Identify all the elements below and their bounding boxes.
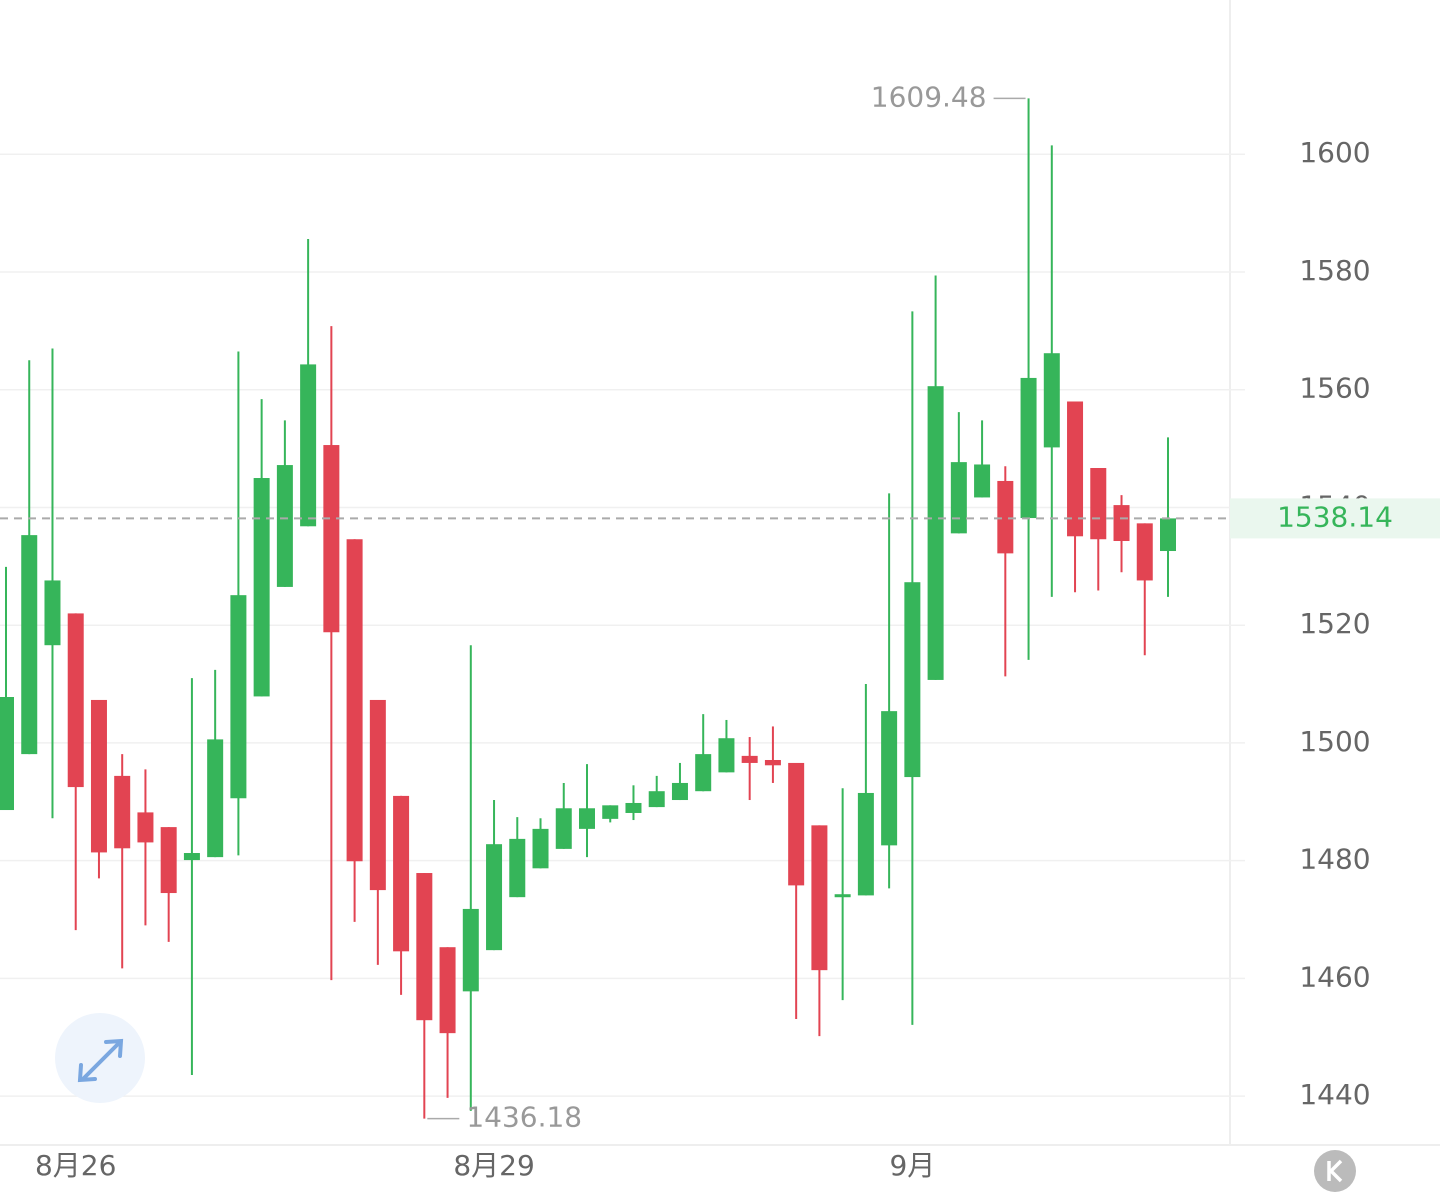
candle-body <box>44 580 61 646</box>
last-price-label: 1538.14 <box>1277 500 1393 533</box>
candle-body <box>114 775 131 849</box>
plot: 1440146014801500152015401560158016008月26… <box>0 80 1440 1182</box>
candle-body <box>997 480 1014 554</box>
y-tick-label: 1580 <box>1299 254 1370 287</box>
candle-body <box>1043 353 1060 448</box>
candle-body <box>276 465 293 587</box>
candle-body <box>555 808 572 849</box>
y-tick-label: 1600 <box>1299 136 1370 169</box>
candle-body <box>416 873 433 1021</box>
x-tick-label: 8月26 <box>35 1149 116 1182</box>
y-tick-label: 1520 <box>1299 607 1370 640</box>
max-label: 1609.48 <box>871 80 987 113</box>
candle-body <box>881 711 898 846</box>
candle-body <box>393 795 410 952</box>
min-label: 1436.18 <box>466 1101 582 1134</box>
candle-body <box>300 364 317 527</box>
candle-body <box>137 812 154 843</box>
candle-body <box>1090 468 1107 540</box>
candle-body <box>0 697 14 811</box>
candle-body <box>671 782 688 801</box>
candle-body <box>90 699 107 853</box>
y-tick-label: 1440 <box>1299 1078 1370 1111</box>
candle-body <box>718 738 735 773</box>
candle-body <box>811 825 828 971</box>
candle-body <box>904 582 921 778</box>
candle-body <box>439 947 456 1034</box>
candle-body <box>1113 505 1130 542</box>
candle-body <box>834 894 851 898</box>
candle-body <box>207 739 224 858</box>
candle-body <box>21 535 38 755</box>
candle-body <box>369 699 386 891</box>
x-tick-label: 8月29 <box>453 1149 534 1182</box>
k-button[interactable] <box>1314 1150 1356 1192</box>
candle-body <box>462 908 479 992</box>
y-tick-label: 1480 <box>1299 843 1370 876</box>
candle-body <box>625 802 642 813</box>
last-price-box <box>1230 498 1440 539</box>
candle-body <box>67 613 84 788</box>
candle-body <box>1136 523 1153 581</box>
candle-body <box>253 478 270 697</box>
candle-body <box>346 539 363 862</box>
candle-body <box>741 755 758 763</box>
candle-body <box>950 462 967 534</box>
y-tick-label: 1500 <box>1299 725 1370 758</box>
candle-body <box>230 595 247 799</box>
x-tick-label: 9月 <box>889 1149 935 1182</box>
candle-body <box>1020 377 1037 519</box>
candle-body <box>788 762 805 886</box>
candle-body <box>602 805 619 819</box>
candle-body <box>857 792 874 896</box>
candle-body <box>532 828 549 869</box>
expand-button[interactable] <box>55 1013 145 1103</box>
candle-body <box>974 464 991 498</box>
candle-body <box>648 791 665 808</box>
candle-body <box>695 754 712 792</box>
candle-body <box>486 844 503 951</box>
candle-body <box>509 838 526 898</box>
y-tick-label: 1560 <box>1299 372 1370 405</box>
candle-body <box>927 386 944 680</box>
y-tick-label: 1460 <box>1299 960 1370 993</box>
candle-body <box>323 445 340 633</box>
candle-body <box>764 759 781 766</box>
candle-body <box>183 853 200 861</box>
candle-body <box>160 827 177 894</box>
candle-body <box>1160 518 1176 552</box>
candle-body <box>579 808 595 829</box>
candle-body <box>1067 401 1084 537</box>
